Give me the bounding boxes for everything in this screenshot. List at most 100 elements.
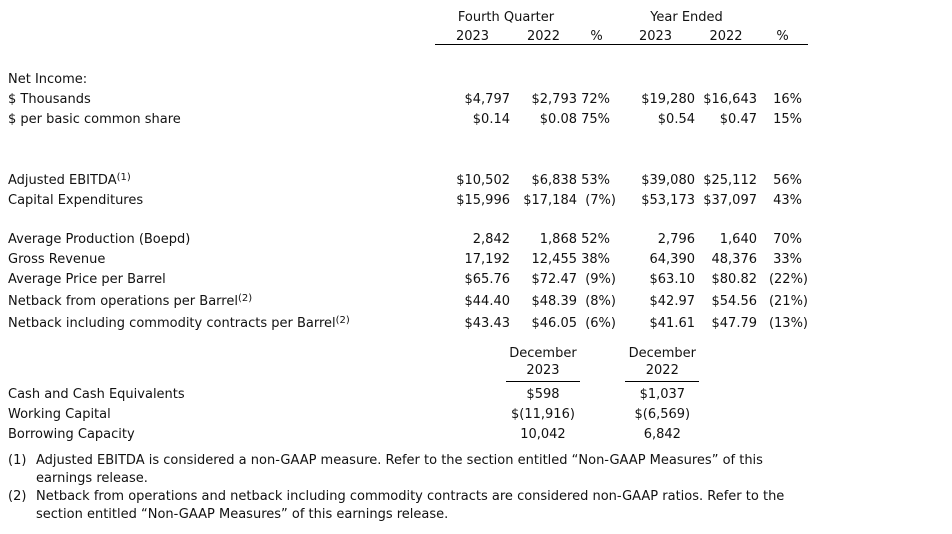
cell-value: 10,042 — [520, 427, 566, 442]
cell-value — [757, 67, 808, 87]
footnote-reference: (2) — [237, 292, 253, 304]
row-label: Cash and Cash Equivalents — [8, 387, 185, 402]
cell-value: (13%) — [768, 316, 808, 331]
quarterly-table-body: Net Income: $ Thousands $4,797 $2,793 72% $19… — [8, 44, 808, 331]
period-group-header-row: Fourth Quarter Year Ended — [8, 6, 808, 25]
balance-sheet-table: December 2023 December 2022 Cash and Cash … — [8, 345, 722, 442]
footnote-1-text: Adjusted EBITDA is considered a non-GAAP… — [36, 453, 763, 486]
cell-value: $4,797 — [464, 92, 511, 107]
month-label: December — [628, 346, 697, 361]
row-label: Average Price per Barrel — [8, 272, 166, 287]
year-label: 2023 — [526, 363, 560, 378]
table-row: Working Capital $(11,916) $(6,569) — [8, 402, 722, 422]
row-label: Borrowing Capacity — [8, 427, 135, 442]
col-header-ye-2022: 2022 — [695, 25, 757, 45]
footnote-2: (2) Netback from operations and netback i… — [8, 488, 796, 524]
col-header-ye-2023: 2023 — [616, 25, 695, 45]
cell-value: 33% — [773, 252, 802, 267]
cell-value: $598 — [526, 387, 560, 402]
balance-table-body: Cash and Cash Equivalents $598 $1,037 Worki… — [8, 382, 722, 442]
cell-value: $15,996 — [456, 193, 510, 208]
cell-value: 16% — [773, 92, 802, 107]
cell-value — [695, 67, 757, 87]
month-label: December — [509, 346, 577, 361]
cell-value: 75% — [581, 112, 610, 127]
cell-value: $37,097 — [703, 193, 757, 208]
quarterly-results-table: Fourth Quarter Year Ended 2023 2022 % 20… — [8, 6, 808, 331]
spacer-row — [8, 208, 808, 227]
table-row: Cash and Cash Equivalents $598 $1,037 — [8, 382, 722, 402]
spacer-row — [8, 44, 808, 67]
cell-value: $(11,916) — [511, 407, 575, 422]
cell-value: $48.39 — [531, 294, 578, 309]
cell-value: 12,455 — [531, 252, 578, 267]
label-column-header — [8, 345, 483, 382]
group-header-spacer — [757, 6, 808, 25]
cell-value: 70% — [773, 232, 802, 247]
table-row: Gross Revenue 17,192 12,455 38% 64,390 48,376… — [8, 247, 808, 267]
row-label: Average Production (Boepd) — [8, 232, 191, 247]
row-label: Net Income: — [8, 72, 88, 87]
cell-value: $0.14 — [472, 112, 510, 127]
cell-value: $(6,569) — [634, 407, 691, 422]
label-column-header — [8, 25, 435, 44]
row-label: Netback from operations per Barrel(2) — [8, 292, 253, 309]
cell-value: 38% — [581, 252, 610, 267]
cell-value: 43% — [773, 193, 802, 208]
cell-value: $0.47 — [719, 112, 757, 127]
cell-value: 53% — [581, 173, 610, 188]
cell-value: 52% — [581, 232, 610, 247]
cell-value: $80.82 — [711, 272, 758, 287]
balance-header-row: December 2023 December 2022 — [8, 345, 722, 382]
group-header-year-ended: Year Ended — [650, 10, 723, 25]
cell-value: $65.76 — [464, 272, 511, 287]
table-row: Netback including commodity contracts pe… — [8, 309, 808, 331]
year-label: 2022 — [645, 363, 679, 378]
footnote-2-text: Netback from operations and netback incl… — [36, 489, 785, 522]
cell-value: (8%) — [585, 294, 616, 309]
cell-value: 1,868 — [539, 232, 577, 247]
cell-value — [510, 67, 577, 87]
cell-value: $41.61 — [649, 316, 696, 331]
col-header-december-2022: December 2022 — [603, 345, 722, 382]
row-label: Netback including commodity contracts pe… — [8, 314, 350, 331]
cell-value: $46.05 — [531, 316, 578, 331]
footnote-reference: (1) — [116, 171, 131, 183]
table-row: Borrowing Capacity 10,042 6,842 — [8, 422, 722, 442]
table-row: $ Thousands $4,797 $2,793 72% $19,280 $16,643… — [8, 87, 808, 107]
table-row: Netback from operations per Barrel(2) $44… — [8, 287, 808, 309]
footnotes: (1) Adjusted EBITDA is considered a non-G… — [8, 452, 952, 524]
cell-value: (7%) — [585, 193, 616, 208]
cell-value: $0.08 — [539, 112, 577, 127]
spacer-row — [8, 127, 808, 166]
cell-value: $42.97 — [649, 294, 696, 309]
cell-value: 17,192 — [464, 252, 511, 267]
row-label: Capital Expenditures — [8, 193, 144, 208]
cell-value: (9%) — [585, 272, 616, 287]
cell-value: $17,184 — [523, 193, 577, 208]
col-header-q4-percent: % — [577, 25, 616, 45]
cell-value: $54.56 — [711, 294, 758, 309]
year-header-row: 2023 2022 % 2023 2022 % — [8, 25, 808, 45]
row-label: Adjusted EBITDA(1) — [8, 171, 131, 188]
col-header-q4-2023: 2023 — [435, 25, 510, 45]
cell-value: 2,796 — [657, 232, 695, 247]
cell-value: $2,793 — [531, 92, 578, 107]
cell-value: (21%) — [768, 294, 808, 309]
cell-value: $10,502 — [456, 173, 510, 188]
cell-value: 2,842 — [472, 232, 510, 247]
cell-value — [435, 67, 510, 87]
cell-value: 1,640 — [719, 232, 757, 247]
cell-value: $16,643 — [703, 92, 757, 107]
table-row: Average Production (Boepd) 2,842 1,868 52% 2… — [8, 227, 808, 247]
cell-value: 56% — [773, 173, 802, 188]
row-label: Gross Revenue — [8, 252, 106, 267]
row-label: $ Thousands — [8, 92, 91, 107]
cell-value: $53,173 — [641, 193, 695, 208]
group-header-fourth-quarter: Fourth Quarter — [457, 10, 555, 25]
cell-value: $72.47 — [531, 272, 578, 287]
cell-value: (6%) — [585, 316, 616, 331]
col-header-q4-2022: 2022 — [510, 25, 577, 45]
table-row: $ per basic common share $0.14 $0.08 75% $0.… — [8, 107, 808, 127]
col-header-december-2023: December 2023 — [483, 345, 602, 382]
